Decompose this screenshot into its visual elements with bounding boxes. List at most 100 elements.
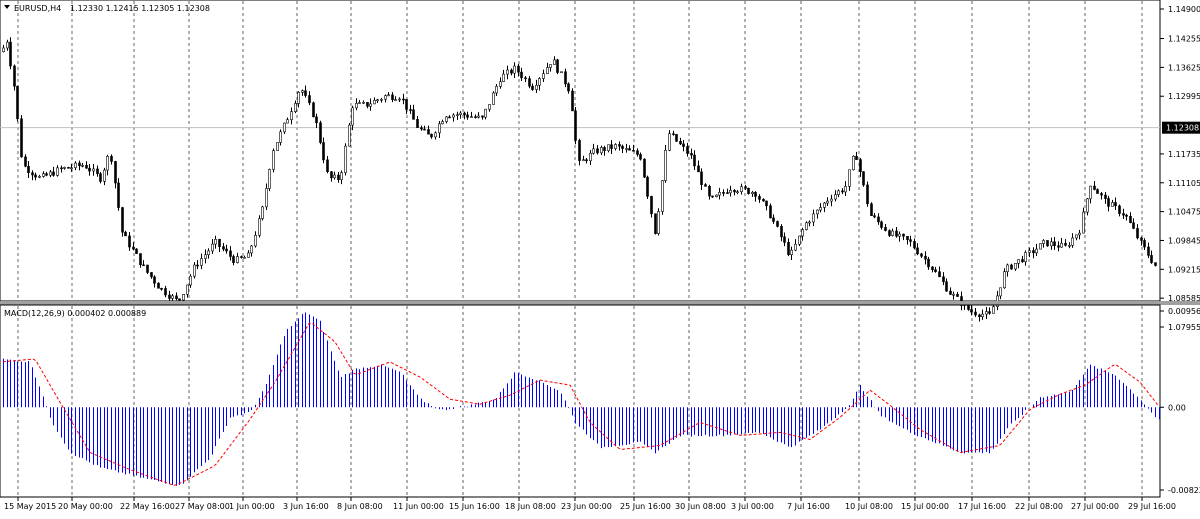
candle [715,194,718,198]
macd-tick-label: 0.009567 [1168,307,1200,316]
candle-body [607,144,610,151]
panel-separator[interactable] [0,301,1200,305]
candle [844,181,847,196]
candle-body [988,311,991,314]
candle [841,188,844,195]
price-tick-label: 1.07955 [1168,323,1200,332]
candle [589,150,592,166]
candle-body [1035,248,1038,254]
candle-body [679,140,682,145]
candle-body [610,144,613,149]
candle [142,260,145,267]
candle [412,104,415,120]
candle-body [258,218,261,236]
candle [877,213,880,225]
candle [664,145,667,183]
candle-body [142,264,145,267]
candle [1071,233,1074,248]
candle [272,148,275,173]
candle [1122,208,1125,220]
candle-body [1050,241,1053,247]
candle [474,114,477,119]
candle-body [1154,262,1157,266]
candle [855,151,858,160]
candle [646,175,649,200]
candle-body [920,253,923,257]
candle-body [204,254,207,259]
candle-body [27,165,30,174]
candle [945,278,948,292]
candle [582,155,585,162]
candle-body [556,59,559,73]
candle-body [49,171,52,176]
candle [45,171,48,177]
candle-body [150,272,153,278]
candle-body [1147,246,1150,256]
candle [1093,180,1096,191]
candle [96,165,99,177]
candle-body [924,255,927,260]
candle-body [304,90,307,96]
candle [211,239,214,254]
candle-body [978,314,981,318]
candle-body [981,313,984,318]
collapse-triangle-icon[interactable] [4,5,10,9]
candle-body [214,238,217,245]
candle [726,188,729,194]
candle [88,163,91,176]
candle [380,97,383,103]
candle-body [466,114,469,118]
candle [441,119,444,125]
candle [1147,242,1150,259]
candle-body [780,226,783,238]
candle-body [1024,252,1027,263]
candle-body [733,189,736,193]
candle-body [578,140,581,161]
candle [70,163,73,172]
candle-body [747,188,750,194]
candle [362,100,365,104]
candle [834,190,837,202]
candle [394,96,397,101]
candle-body [697,165,700,173]
candle-body [427,129,430,135]
candle-body [625,148,628,150]
candle-body [927,258,930,268]
candle-body [564,71,567,85]
candle-body [430,133,433,138]
candle [114,160,117,189]
candle [1132,218,1135,230]
candle [913,238,916,250]
candle-body [1053,241,1056,247]
candle-body [1046,240,1049,247]
candle-body [92,168,95,172]
time-tick-label: 22 Jul 08:00 [1015,502,1063,511]
candle-body [441,121,444,125]
candle [438,120,441,139]
macd-panel-frame [0,304,1161,498]
candle-body [546,67,549,74]
candle [366,102,369,109]
candle [693,150,696,170]
candle [679,137,682,145]
candle [207,248,210,259]
price-tick-label: 1.08585 [1168,294,1200,303]
candle [888,229,891,238]
candle [1075,234,1078,241]
candle [794,239,797,252]
candle-body [358,102,361,104]
candle [790,246,793,260]
time-tick-label: 3 Jun 16:00 [283,502,329,511]
candle [103,167,106,186]
candle [614,143,617,151]
candle [607,144,610,153]
candle [524,75,527,83]
candle [283,122,286,135]
candle-body [459,112,462,115]
candle [942,272,945,286]
candle [697,160,700,173]
candle-body [178,298,181,301]
macd-histogram [3,312,1160,486]
candle [837,189,840,198]
candle-body [736,191,739,194]
